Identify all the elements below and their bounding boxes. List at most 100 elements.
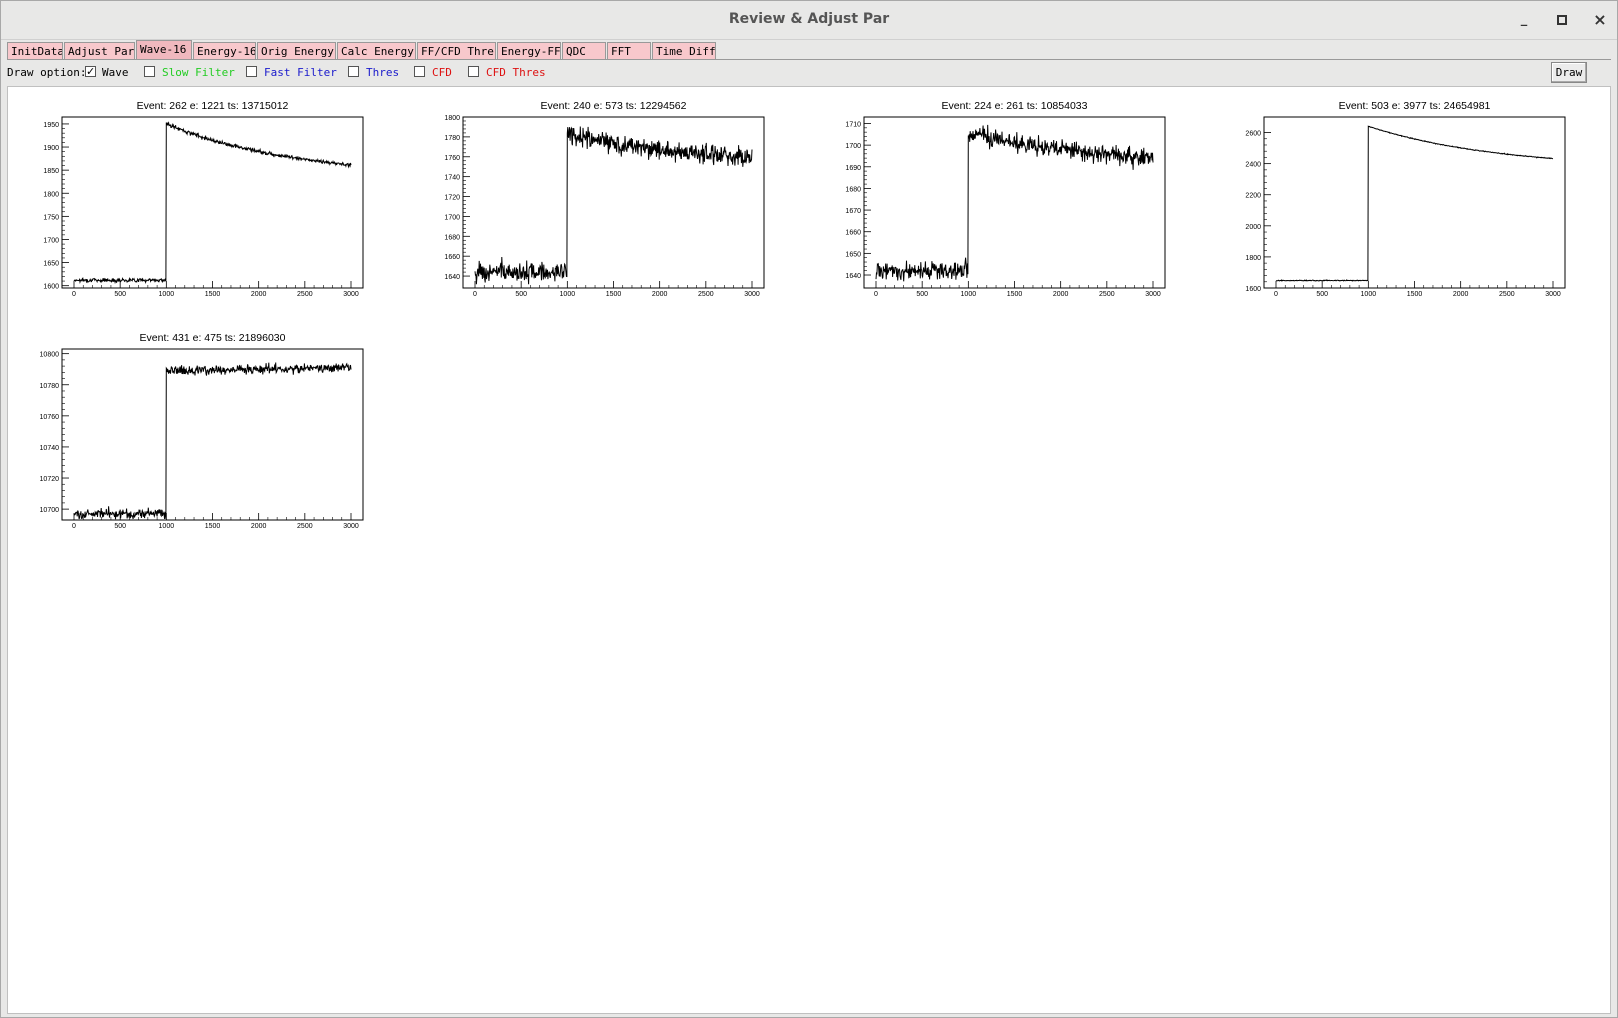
x-tick-label: 3000 <box>1145 291 1161 298</box>
x-tick-label: 2500 <box>698 291 714 298</box>
x-tick-label: 3000 <box>1545 291 1561 298</box>
fast-filter-checkbox[interactable] <box>246 66 257 77</box>
waveform-line <box>1275 125 1554 282</box>
y-tick-label: 1690 <box>845 165 861 172</box>
x-tick-label: 0 <box>1274 291 1278 298</box>
cfd-thres-label: CFD Thres <box>486 66 546 79</box>
close-button[interactable]: × <box>1593 10 1607 29</box>
y-tick-label: 1670 <box>845 208 861 215</box>
x-tick-label: 2000 <box>1453 291 1469 298</box>
x-tick-label: 1000 <box>1361 291 1377 298</box>
tab-initdata[interactable]: InitData <box>7 42 63 59</box>
y-tick-label: 1660 <box>444 254 460 261</box>
tab-fft[interactable]: FFT <box>607 42 651 59</box>
y-tick-label: 2600 <box>1245 131 1261 138</box>
tab-ff-cfd-thre[interactable]: FF/CFD Thre <box>417 42 496 59</box>
y-tick-label: 10760 <box>40 414 60 421</box>
x-tick-label: 1500 <box>205 523 221 530</box>
tab-calc-energy[interactable]: Calc Energy <box>337 42 416 59</box>
window-title: Review & Adjust Par <box>728 11 890 27</box>
maximize-button[interactable] <box>1552 10 1572 30</box>
x-tick-label: 3000 <box>343 291 359 298</box>
x-tick-label: 2000 <box>251 523 267 530</box>
y-tick-label: 1710 <box>845 121 861 128</box>
y-tick-label: 1600 <box>1245 286 1261 293</box>
tab-energy-ff[interactable]: Energy-FF <box>497 42 561 59</box>
x-tick-label: 1500 <box>1007 291 1023 298</box>
y-tick-label: 10780 <box>40 383 60 390</box>
y-tick-label: 1900 <box>43 145 59 152</box>
x-tick-label: 2000 <box>652 291 668 298</box>
slow-filter-label: Slow Filter <box>162 66 235 79</box>
x-tick-label: 500 <box>114 291 126 298</box>
x-tick-label: 0 <box>72 291 76 298</box>
x-tick-label: 1500 <box>205 291 221 298</box>
tab-energy-16[interactable]: Energy-16 <box>193 42 256 59</box>
x-tick-label: 2500 <box>297 291 313 298</box>
y-tick-label: 1760 <box>444 155 460 162</box>
cfd-checkbox[interactable] <box>414 66 425 77</box>
y-tick-label: 1750 <box>43 214 59 221</box>
y-tick-label: 1800 <box>444 115 460 122</box>
plot-canvas[interactable]: Event: 262 e: 1221 ts: 13715012 1600 1650 1… <box>7 86 1611 1014</box>
wave-checkbox[interactable]: ✓ <box>85 66 96 77</box>
check-mark-icon: ✓ <box>86 65 96 78</box>
y-tick-label: 1720 <box>444 195 460 202</box>
tab-divider <box>7 59 1611 60</box>
y-tick-label: 1660 <box>845 230 861 237</box>
x-tick-label: 2500 <box>1499 291 1515 298</box>
plot-title: Event: 431 e: 475 ts: 21896030 <box>140 332 286 344</box>
x-tick-label: 2000 <box>1053 291 1069 298</box>
draw-button[interactable]: Draw <box>1551 62 1587 83</box>
y-tick-label: 1680 <box>444 234 460 241</box>
plot-title: Event: 503 e: 3977 ts: 24654981 <box>1339 100 1491 112</box>
plot-title: Event: 240 e: 573 ts: 12294562 <box>541 100 687 112</box>
x-tick-label: 2500 <box>297 523 313 530</box>
x-tick-label: 1000 <box>560 291 576 298</box>
fast-filter-label: Fast Filter <box>264 66 337 79</box>
y-tick-label: 1780 <box>444 135 460 142</box>
x-tick-label: 0 <box>473 291 477 298</box>
x-tick-label: 1000 <box>159 291 175 298</box>
x-tick-label: 3000 <box>744 291 760 298</box>
thres-label: Thres <box>366 66 400 79</box>
cfd-thres-checkbox[interactable] <box>468 66 479 77</box>
y-tick-label: 10800 <box>40 352 60 359</box>
tab-adjust-par[interactable]: Adjust Par <box>64 42 135 59</box>
plot-frame <box>61 348 364 521</box>
x-tick-label: 1000 <box>159 523 175 530</box>
thres-checkbox[interactable] <box>348 66 359 77</box>
plot-frame <box>863 116 1166 289</box>
y-tick-label: 1640 <box>444 274 460 281</box>
x-tick-label: 500 <box>515 291 527 298</box>
plot-frame <box>1263 116 1566 289</box>
y-tick-label: 1640 <box>845 273 861 280</box>
tab-time-diff[interactable]: Time Diff <box>652 42 716 59</box>
plot-frame <box>462 116 765 289</box>
title-bar: Review & Adjust Par _ × <box>1 1 1617 40</box>
minimize-button[interactable]: _ <box>1520 12 1528 27</box>
waveform-line <box>474 126 753 285</box>
y-tick-label: 1650 <box>43 261 59 268</box>
y-tick-label: 10740 <box>40 445 60 452</box>
y-tick-label: 10700 <box>40 507 60 514</box>
y-tick-label: 1600 <box>43 284 59 291</box>
y-tick-label: 2000 <box>1245 224 1261 231</box>
waveform-line <box>875 124 1154 282</box>
y-tick-label: 2400 <box>1245 162 1261 169</box>
x-tick-label: 1500 <box>606 291 622 298</box>
tab-orig-energy[interactable]: Orig Energy <box>257 42 336 59</box>
x-tick-label: 500 <box>916 291 928 298</box>
y-tick-label: 2200 <box>1245 193 1261 200</box>
waveform-plots: Event: 262 e: 1221 ts: 13715012 1600 1650 1… <box>40 100 1566 530</box>
x-tick-label: 1500 <box>1407 291 1423 298</box>
y-tick-label: 1650 <box>845 251 861 258</box>
y-tick-label: 1950 <box>43 122 59 129</box>
y-tick-label: 1800 <box>1245 255 1261 262</box>
maximize-icon <box>1557 15 1567 25</box>
tab-wave-16[interactable]: Wave-16 <box>136 40 192 60</box>
tab-qdc[interactable]: QDC <box>562 42 606 59</box>
slow-filter-checkbox[interactable] <box>144 66 155 77</box>
x-tick-label: 0 <box>874 291 878 298</box>
